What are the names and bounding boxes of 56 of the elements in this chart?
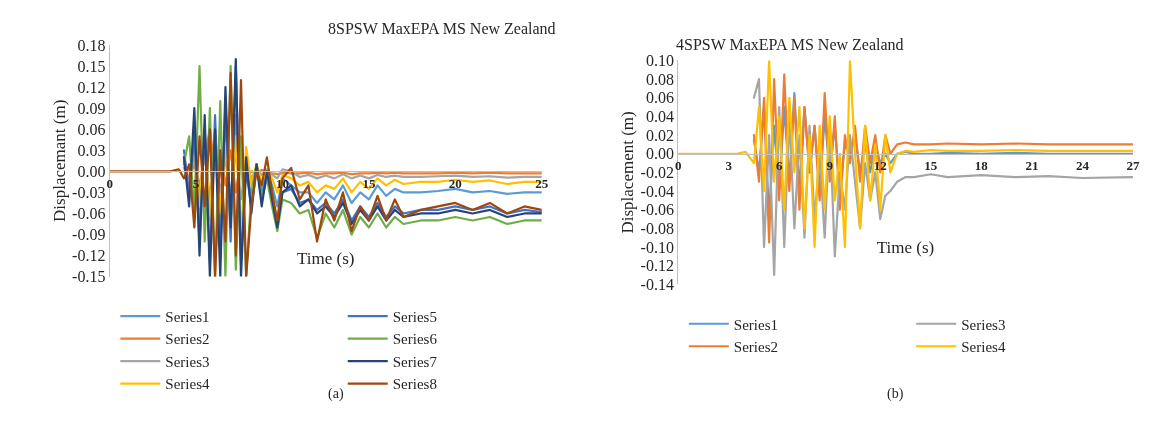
x-tick-label: 3 bbox=[725, 158, 733, 174]
y-tick-label: 0.03 bbox=[77, 141, 106, 159]
y-tick-label: 0.10 bbox=[645, 52, 674, 70]
y-axis-title: Displacemant (m) bbox=[49, 99, 69, 222]
x-tick-label: 5 bbox=[192, 175, 200, 191]
x-tick-label: 27 bbox=[1126, 158, 1140, 174]
y-tick-label: -0.12 bbox=[640, 257, 674, 275]
y-tick-label: -0.06 bbox=[640, 201, 674, 219]
x-tick-label: 9 bbox=[826, 158, 834, 174]
text: (b) bbox=[887, 386, 904, 402]
x-tick-label: 21 bbox=[1025, 158, 1039, 174]
x-tick-label: 25 bbox=[535, 175, 549, 191]
x-axis-title: Time (s) bbox=[876, 237, 935, 257]
y-tick-label: 0.06 bbox=[77, 120, 106, 138]
legend-label: Series6 bbox=[392, 331, 438, 348]
y-tick-label: -0.06 bbox=[72, 205, 106, 223]
legend-label: Series3 bbox=[165, 353, 210, 370]
y-tick-label: -0.09 bbox=[72, 226, 106, 244]
y-axis-title: Displacement (m) bbox=[618, 111, 638, 234]
y-tick-label: 0.00 bbox=[645, 145, 674, 163]
y-tick-label: 0.00 bbox=[77, 162, 106, 180]
chart-title: 8SPSW MaxEPA MS New Zealand bbox=[328, 20, 556, 37]
y-tick-label: -0.10 bbox=[640, 238, 674, 256]
y-tick-label: -0.03 bbox=[72, 184, 106, 201]
legend-label: Series5 bbox=[392, 308, 437, 325]
y-tick-label: -0.12 bbox=[72, 247, 106, 265]
y-tick-label: 0.04 bbox=[645, 108, 674, 126]
y-tick-label: -0.14 bbox=[640, 275, 674, 293]
legend-label: Series1 bbox=[165, 308, 210, 325]
legend-label: Series2 bbox=[733, 339, 778, 356]
x-tick-label: 24 bbox=[1075, 158, 1090, 174]
text: (a) bbox=[328, 386, 344, 402]
legend-label: Series2 bbox=[165, 331, 210, 348]
chart-title: 4SPSW MaxEPA MS New Zealand bbox=[676, 36, 904, 53]
legend-label: Series4 bbox=[961, 339, 1006, 356]
legend-label: Series3 bbox=[961, 316, 1006, 333]
y-tick-label: 0.18 bbox=[77, 36, 106, 54]
x-tick-label: 15 bbox=[924, 158, 938, 174]
y-tick-label: 0.12 bbox=[77, 78, 106, 96]
y-tick-label: -0.08 bbox=[640, 219, 674, 237]
y-tick-label: 0.06 bbox=[645, 89, 674, 107]
legend-label: Series1 bbox=[733, 316, 778, 333]
legend-label: Series8 bbox=[392, 376, 437, 393]
y-tick-label: 0.02 bbox=[645, 126, 674, 144]
y-tick-label: -0.15 bbox=[72, 268, 106, 286]
y-tick-label: 0.09 bbox=[77, 99, 106, 117]
legend-label: Series7 bbox=[392, 353, 438, 370]
y-tick-label: -0.02 bbox=[640, 164, 674, 181]
x-axis-title: Time (s) bbox=[296, 249, 355, 269]
y-tick-label: -0.04 bbox=[640, 182, 674, 200]
x-tick-label: 0 bbox=[106, 175, 113, 191]
y-tick-label: 0.08 bbox=[645, 70, 674, 88]
legend-label: Series4 bbox=[165, 376, 210, 393]
x-tick-label: 0 bbox=[674, 158, 682, 174]
x-tick-label: 18 bbox=[974, 158, 989, 174]
y-tick-label: 0.15 bbox=[77, 57, 106, 75]
